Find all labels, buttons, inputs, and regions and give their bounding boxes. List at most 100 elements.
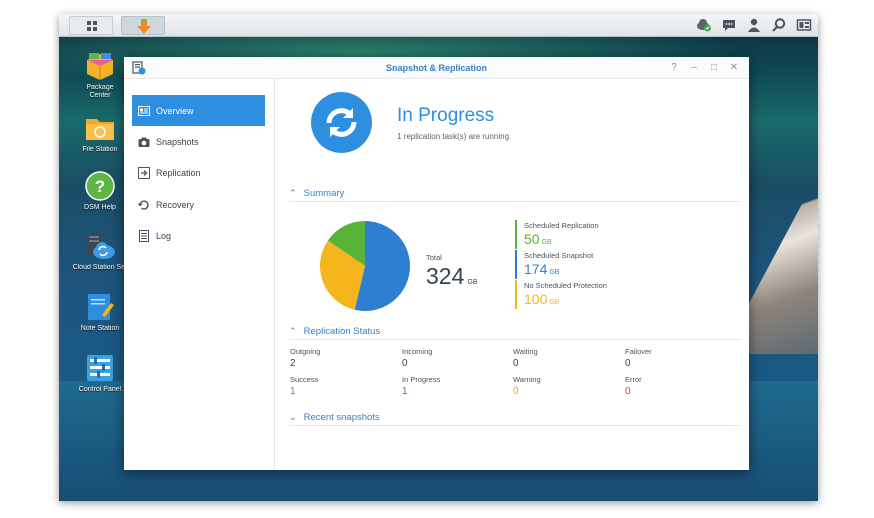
stat-waiting: Waiting 0 [513, 346, 623, 370]
overview-icon [138, 105, 150, 116]
taskbar-app-download-station[interactable] [121, 16, 165, 35]
stat-error: Error 0 [625, 374, 735, 398]
legend-value: 100 [524, 291, 548, 307]
maximize-button[interactable]: □ [710, 62, 718, 73]
svg-text:?: ? [95, 177, 105, 196]
replication-icon [138, 166, 150, 179]
stat-value: 1 [290, 386, 296, 397]
stat-value: 0 [625, 358, 631, 369]
camera-icon [138, 137, 150, 147]
desktop-icon-note-station[interactable]: Note Station [64, 291, 136, 333]
stat-label: Incoming [402, 347, 433, 356]
desktop-icon-label: Note Station [80, 325, 120, 332]
stat-incoming: Incoming 0 [402, 346, 512, 370]
sidebar-item-snapshots[interactable]: Snapshots [132, 126, 265, 157]
desktop-icon-control-panel[interactable]: Control Panel [64, 352, 136, 394]
snapshot-replication-window: Snapshot & Replication ? – □ ✕ Overview … [124, 57, 749, 470]
desktop-icon-file-station[interactable]: File Station [64, 112, 136, 154]
log-icon [139, 229, 149, 242]
legend-value-group: 100 GB [524, 291, 695, 311]
sidebar-item-label: Recovery [156, 199, 195, 210]
window-title: Snapshot & Replication [385, 63, 487, 73]
total-value: 324 [426, 263, 465, 289]
desktop: Package Center File Station ? DSM Help C… [59, 14, 818, 501]
sidebar-item-recovery[interactable]: Recovery [132, 189, 265, 220]
sidebar: Overview Snapshots Replication [124, 79, 275, 470]
recent-snapshots-heading: Recent snapshots [303, 412, 380, 423]
note-station-icon [88, 294, 114, 320]
legend-value: 174 [524, 261, 548, 277]
stat-label: Success [290, 375, 319, 384]
pie-slice-scheduled-snapshot [354, 221, 410, 311]
minimize-button[interactable]: – [691, 62, 697, 73]
sidebar-item-log[interactable]: Log [132, 220, 265, 251]
sidebar-item-overview[interactable]: Overview [132, 95, 265, 126]
chevron-down-icon: ⌄ [289, 412, 297, 422]
dsm-help-icon: ? [85, 171, 115, 201]
desktop-icon-dsm-help[interactable]: ? DSM Help [64, 170, 136, 212]
snapshot-replication-app-icon [132, 61, 146, 75]
user-icon[interactable] [746, 17, 762, 33]
main-menu-icon [87, 21, 97, 31]
replication-status-heading: Replication Status [303, 326, 381, 337]
stat-success: Success 1 [290, 374, 400, 398]
summary-pie-chart [320, 221, 410, 311]
desktop-icon-package-center[interactable]: Package Center [64, 50, 136, 100]
replication-status-section-header[interactable]: ⌃ Replication Status [289, 326, 741, 340]
stat-label: Waiting [513, 347, 538, 356]
legend-value-group: 174 GB [524, 261, 695, 281]
widgets-icon[interactable] [796, 17, 812, 33]
search-icon[interactable] [771, 17, 787, 33]
stat-value: 0 [402, 358, 408, 369]
overview-panel: In Progress 1 replication task(s) are ru… [276, 79, 749, 470]
desktop-icon-cloud-station[interactable]: Cloud Station Ser [64, 230, 136, 272]
window-titlebar[interactable]: Snapshot & Replication ? – □ ✕ [124, 57, 749, 79]
total-unit: GB [467, 279, 478, 286]
chevron-up-icon: ⌃ [289, 188, 297, 198]
total-label: Total [426, 253, 442, 262]
legend-label: Scheduled Replication [524, 221, 599, 230]
pie-slice-no-scheduled-protection [320, 240, 365, 310]
stat-value: 0 [513, 358, 519, 369]
stat-label: Outgoing [290, 347, 321, 356]
main-menu-button[interactable] [69, 16, 113, 35]
legend-value-group: 50 GB [524, 231, 695, 251]
sidebar-item-label: Snapshots [156, 136, 199, 147]
sidebar-item-replication[interactable]: Replication [132, 157, 265, 188]
pie-slice-scheduled-replication [327, 221, 365, 266]
stat-value: 0 [513, 386, 519, 397]
status-subtitle: 1 replication task(s) are running. [397, 132, 512, 141]
control-panel-icon [87, 355, 113, 381]
legend-value: 50 [524, 231, 540, 247]
desktop-icon-label: Cloud Station Ser [72, 264, 128, 271]
total-value-group: 324 GB [426, 263, 478, 290]
sidebar-item-label: Overview [156, 105, 194, 116]
stat-value: 2 [290, 358, 296, 369]
sidebar-item-label: Replication [156, 167, 201, 178]
stat-label: Warning [513, 375, 541, 384]
chat-icon[interactable] [721, 17, 737, 33]
stat-in-progress: In Progress 1 [402, 374, 512, 398]
summary-section-header[interactable]: ⌃ Summary [289, 188, 741, 202]
legend-unit: GB [549, 269, 560, 276]
package-center-icon [87, 53, 113, 80]
recent-snapshots-section-header[interactable]: ⌄ Recent snapshots [289, 412, 741, 426]
desktop-icon-label: File Station [82, 146, 118, 153]
legend-unit: GB [541, 239, 552, 246]
status-badge [311, 92, 372, 153]
desktop-icon-label: DSM Help [84, 204, 116, 211]
cloud-sync-icon[interactable] [696, 17, 712, 33]
help-button[interactable]: ? [671, 62, 677, 73]
file-station-icon [86, 119, 114, 140]
desktop-icon-label: Package Center [86, 84, 114, 99]
close-button[interactable]: ✕ [729, 62, 739, 73]
stat-value: 1 [402, 386, 408, 397]
desktop-icon-label: Control Panel [78, 386, 122, 393]
stat-failover: Failover 0 [625, 346, 735, 370]
legend-unit: GB [549, 299, 560, 306]
stat-warning: Warning 0 [513, 374, 623, 398]
legend-item-scheduled-snapshot: Scheduled Snapshot 174 GB [515, 250, 695, 279]
stat-value: 0 [625, 386, 631, 397]
stat-label: Error [625, 375, 642, 384]
status-title: In Progress [397, 105, 495, 126]
